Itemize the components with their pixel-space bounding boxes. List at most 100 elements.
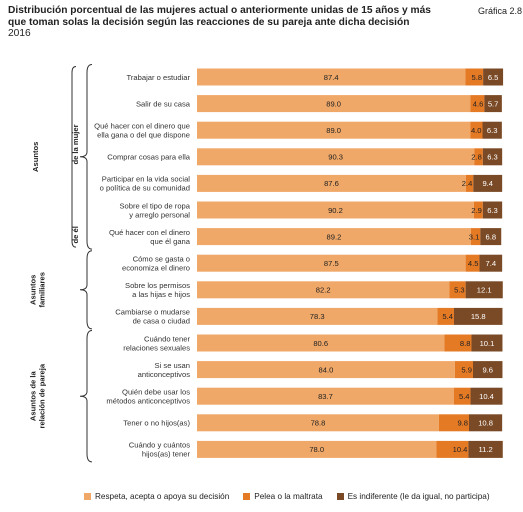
value-label-respeta-row-11: 80.6: [313, 339, 328, 348]
value-label-pelea-row-10: 5.4: [442, 312, 453, 321]
bar-segment-2-row-4: [474, 148, 483, 166]
bar-segment-3-row-15: [468, 440, 503, 458]
bar-segment-1-row-5: [197, 174, 466, 192]
bar-segment-3-row-14: [469, 414, 503, 432]
category-label-row-2: Salir de su casa: [136, 99, 191, 108]
bar-segment-1-row-13: [197, 387, 454, 405]
category-label-row-1: Trabajar o estudiar: [127, 73, 191, 82]
bar-segment-2-row-8: [465, 254, 480, 272]
category-label-row-8-line-1: Cómo se gasta o: [133, 255, 190, 264]
category-label-row-9-line-1: Sobre los permisos: [125, 281, 190, 290]
category-label-row-13-line-1: Quién debe usar los: [122, 388, 190, 397]
value-label-pelea-row-2: 4.6: [473, 99, 484, 108]
bar-segment-1-row-12: [197, 361, 455, 379]
value-label-indiferente-row-15: 11.2: [478, 445, 492, 454]
value-label-indiferente-row-11: 10.1: [480, 339, 495, 348]
legend-swatch-pelea: [243, 493, 251, 500]
value-label-respeta-row-9: 82.2: [316, 286, 331, 295]
category-label-row-12-line-2: anticonceptivos: [138, 370, 191, 379]
value-label-indiferente-row-7: 6.8: [486, 232, 497, 241]
bar-segment-1-row-1: [197, 68, 466, 86]
legend-item-pelea: Pelea o la maltrata: [243, 492, 323, 501]
bar-segment-2-row-1: [465, 68, 484, 86]
bar-segment-3-row-5: [473, 174, 503, 192]
value-label-pelea-row-4: 2.8: [471, 153, 482, 162]
category-label-row-15-line-1: Cuándo y cuántos: [129, 441, 190, 450]
bar-segment-1-row-8: [197, 254, 466, 272]
bar-segment-2-row-2: [470, 95, 485, 113]
category-label-row-4: Comprar cosas para ella: [107, 153, 190, 162]
value-label-indiferente-row-12: 9.6: [482, 365, 493, 374]
value-label-pelea-row-14: 9.8: [457, 419, 468, 428]
legend-item-respeta: Respeta, acepta o apoya su decisión: [84, 492, 229, 501]
value-label-respeta-row-14: 78.8: [311, 419, 326, 428]
bar-segment-2-row-13: [453, 387, 471, 405]
bar-segment-2-row-5: [465, 174, 474, 192]
bar-segment-3-row-2: [484, 95, 502, 113]
sublabel-de-el: de él: [71, 226, 80, 243]
value-label-pelea-row-15: 10.4: [453, 445, 468, 454]
value-label-pelea-row-6: 2.9: [471, 206, 482, 215]
bar-segment-1-row-6: [197, 201, 474, 219]
bar-segment-3-row-4: [482, 148, 503, 166]
bar-segment-3-row-11: [471, 334, 503, 352]
category-label-row-6-line-2: y arreglo personal: [129, 210, 190, 219]
category-label-row-6-line-1: Sobre el tipo de ropa: [119, 201, 190, 210]
bar-segment-1-row-9: [197, 281, 450, 299]
category-label-row-13-line-2: métodos anticonceptivos: [106, 397, 190, 406]
category-label-row-5-line-1: Participar en la vida social: [102, 175, 191, 184]
value-label-respeta-row-13: 83.7: [318, 392, 333, 401]
value-label-indiferente-row-5: 9.4: [482, 179, 493, 188]
value-label-pelea-row-3: 4.0: [471, 126, 482, 135]
legend-label-indiferente: Es indiferente (le da igual, no particip…: [347, 492, 490, 501]
value-label-pelea-row-13: 5.4: [459, 392, 470, 401]
category-label-row-5-line-2: o política de su comunidad: [100, 184, 190, 193]
value-label-indiferente-row-14: 10.8: [478, 419, 493, 428]
category-label-row-9-line-2: a las hijas e hijos: [132, 290, 190, 299]
bar-segment-1-row-15: [197, 440, 437, 458]
value-label-respeta-row-2: 89.0: [326, 99, 341, 108]
legend: Respeta, acepta o apoya su decisión Pele…: [84, 492, 504, 501]
category-label-row-11-line-1: Cuándo tener: [144, 334, 190, 343]
value-label-respeta-row-10: 78.3: [310, 312, 325, 321]
group-label-1: Asuntos: [31, 142, 40, 172]
bar-segment-2-row-3: [470, 121, 483, 139]
bar-segment-1-row-10: [197, 307, 438, 325]
bar-segment-2-row-14: [438, 414, 470, 432]
category-label-row-11-line-2: relaciones sexuales: [123, 343, 190, 352]
legend-item-indiferente: Es indiferente (le da igual, no particip…: [336, 492, 490, 501]
bar-segment-1-row-2: [197, 95, 471, 113]
sublabel-de-la-mujer: de la mujer: [71, 124, 80, 164]
category-label-row-14: Tener o no hijos(as): [123, 419, 190, 428]
bar-segment-2-row-10: [437, 307, 454, 325]
group-bracket-3: [79, 330, 93, 463]
stacked-bar-chart: 87.4 5.8 6.5 Trabajar o estudiar 89.0 4.6 5.7 S…: [29, 64, 504, 463]
chart-year: 2016: [8, 28, 31, 39]
value-label-respeta-row-1: 87.4: [324, 73, 339, 82]
group-label-3-line-2: relación de pareja: [38, 363, 47, 428]
category-label-row-10-line-1: Cambiarse o mudarse: [115, 308, 190, 317]
value-label-indiferente-row-4: 6.3: [487, 153, 498, 162]
bar-segment-2-row-11: [444, 334, 472, 352]
group-bracket-1: [79, 64, 93, 250]
value-label-indiferente-row-1: 6.5: [488, 73, 499, 82]
category-label-row-3-line-1: Qué hacer con el dinero que: [94, 122, 190, 131]
bar-segment-3-row-3: [482, 121, 502, 139]
bar-segment-1-row-4: [197, 148, 475, 166]
bar-segment-2-row-9: [449, 281, 466, 299]
figure-label: Gráfica 2.8: [478, 6, 523, 16]
legend-label-pelea: Pelea o la maltrata: [254, 492, 323, 501]
group-label-2-line-1: Asuntos: [29, 275, 38, 305]
bar-segment-1-row-7: [197, 228, 471, 246]
legend-swatch-indiferente: [336, 493, 344, 500]
bar-segment-3-row-10: [453, 307, 503, 325]
bar-segment-3-row-12: [472, 361, 503, 379]
bar-segment-1-row-11: [197, 334, 445, 352]
value-label-respeta-row-6: 90.2: [328, 206, 343, 215]
category-label-row-8-line-2: economiza el dinero: [122, 264, 190, 273]
bar-segment-2-row-12: [454, 361, 473, 379]
value-label-indiferente-row-9: 12.1: [477, 286, 492, 295]
sub-bracket-outer: [71, 66, 77, 248]
group-label-2-line-2: familiares: [38, 272, 47, 307]
value-label-indiferente-row-8: 7.4: [486, 259, 497, 268]
